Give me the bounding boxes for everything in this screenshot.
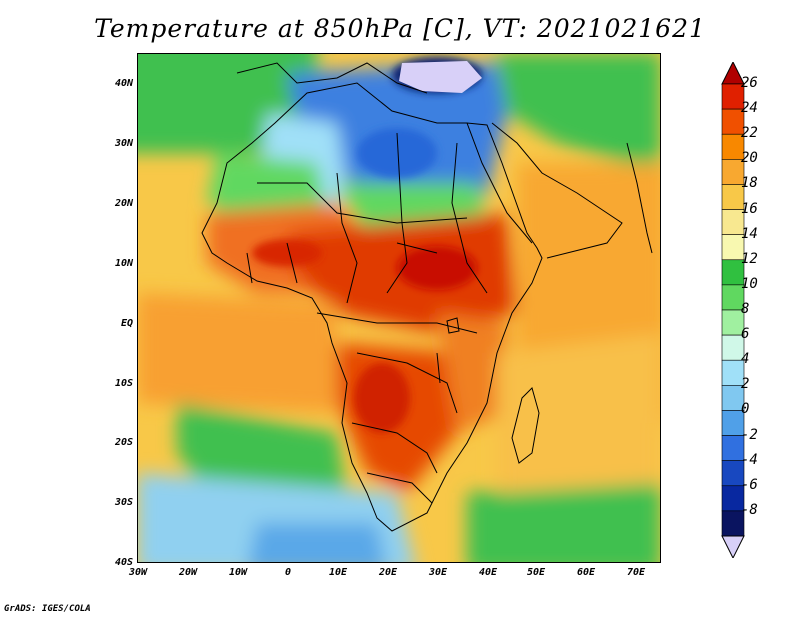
plot-frame — [137, 53, 661, 563]
lat-label-40s: 40S — [114, 557, 133, 568]
border-2 — [336, 172, 358, 304]
colorbar-label: -8 — [741, 501, 758, 518]
border-5 — [316, 312, 478, 334]
border-6 — [356, 352, 458, 414]
colorbar-label: 2 — [741, 376, 750, 393]
lon-label-10e: 10E — [328, 567, 348, 578]
colorbar-label: 16 — [741, 200, 758, 217]
red-sea-coast — [466, 122, 533, 244]
chart-title: Temperature at 850hPa [C], VT: 202102162… — [94, 14, 706, 43]
colorbar-swatch-bottom — [721, 535, 745, 558]
lon-label-50e: 50E — [526, 567, 546, 578]
lon-label-40e: 40E — [478, 567, 498, 578]
border-4 — [451, 142, 488, 294]
temperature-map — [137, 53, 661, 563]
colorbar-label: 0 — [741, 401, 750, 418]
lat-label-10s: 10S — [114, 378, 133, 389]
lon-label-30e: 30E — [428, 567, 448, 578]
lat-label-20s: 20S — [114, 437, 133, 448]
india-coastline — [626, 142, 653, 254]
africa-coastline — [201, 82, 543, 532]
colorbar-label: 26 — [741, 75, 758, 91]
border-8 — [366, 472, 433, 504]
sudan-hot-core — [397, 246, 477, 290]
lat-label-20n: 20N — [114, 198, 133, 209]
lon-label-10w: 10W — [228, 567, 248, 578]
madagascar-region-yellow — [497, 333, 661, 493]
border-7 — [351, 422, 438, 474]
border-9 — [246, 242, 438, 284]
lon-label-20e: 20E — [378, 567, 398, 578]
lon-label-30w: 30W — [128, 567, 148, 578]
mali-hot-core — [252, 239, 322, 267]
lat-label-eq: EQ — [120, 318, 133, 329]
colorbar-label: 24 — [741, 100, 758, 117]
colorbar-label: 18 — [741, 175, 758, 192]
europe-coastline — [236, 62, 428, 94]
middle-east-green — [497, 53, 661, 173]
colorbar-label: 10 — [741, 275, 758, 292]
colorbar-label: 4 — [741, 351, 750, 368]
east-africa-warm — [437, 313, 507, 433]
angola-hot-core — [354, 363, 410, 433]
colorbar-label: -4 — [741, 451, 758, 468]
colorbar-label: 14 — [741, 225, 758, 242]
colorbar-label: -2 — [741, 426, 758, 443]
colorbar-label: 12 — [741, 250, 758, 267]
south-atlantic-green — [177, 403, 347, 503]
colorbar-label: 6 — [741, 326, 750, 343]
colorbar-label: -6 — [741, 476, 758, 493]
colorbar-label: 8 — [741, 301, 750, 317]
lake-tanganyika — [436, 352, 441, 384]
colorbar-label: 22 — [741, 125, 758, 142]
grads-credit: GrADS: IGES/COLA — [4, 604, 91, 614]
colorbar-label: 20 — [741, 150, 758, 167]
lat-label-30s: 30S — [114, 497, 133, 508]
lon-label-70e: 70E — [626, 567, 646, 578]
equatorial-atlantic-warm — [137, 293, 337, 413]
border-1 — [257, 182, 468, 224]
libya-cold-core — [357, 128, 437, 178]
lat-label-10n: 10N — [114, 258, 133, 269]
madagascar-outline — [511, 387, 540, 464]
colorbar — [721, 62, 745, 558]
south-atlantic-blue — [249, 523, 385, 563]
south-indian-green — [467, 473, 661, 563]
lake-victoria — [446, 317, 460, 334]
border-3 — [386, 132, 408, 294]
arabia-coastline — [491, 122, 623, 259]
lon-label-60e: 60E — [576, 567, 596, 578]
lon-label-0: 0 — [284, 567, 292, 578]
lat-label-40n: 40N — [114, 78, 133, 89]
lon-label-20w: 20W — [178, 567, 198, 578]
lat-label-30n: 30N — [114, 138, 133, 149]
coldest-patch — [399, 61, 482, 93]
